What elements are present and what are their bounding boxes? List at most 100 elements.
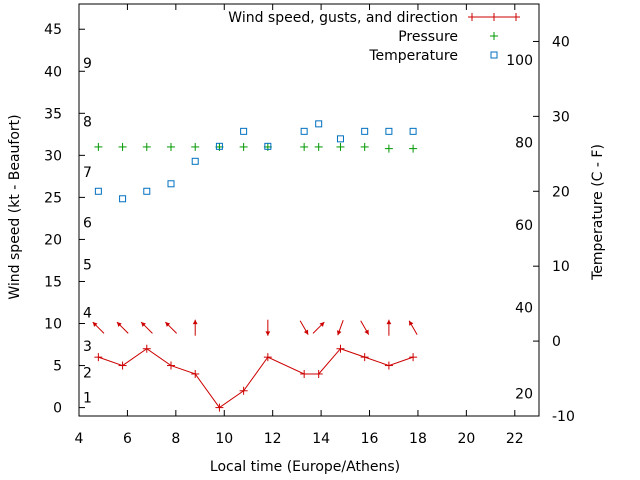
y-right-tick-label: 10 [552,259,570,275]
wind-speed-point [167,361,175,370]
beaufort-label: 3 [83,339,92,355]
beaufort-scale: 1 2 3 4 5 6 7 8 9 [83,56,92,407]
wind-direction-arrow [140,321,153,334]
beaufort-label: 5 [83,258,92,274]
wind-speed-point [118,361,127,370]
x-axis-label: Local time (Europe/Athens) [210,459,400,475]
beaufort-label: 6 [83,216,92,232]
temperature-point [336,135,344,143]
x-tick-label: 18 [409,431,427,447]
y-left-tick-label: 15 [44,274,62,290]
wind-speed-point [384,361,393,370]
pressure-point [94,142,103,151]
temperature-point [385,127,393,135]
pressure-point [191,142,200,151]
wind-arrow-head [303,329,309,335]
x-tick-label: 10 [215,431,233,447]
beaufort-label: 7 [83,165,92,181]
y-axis-right-label: Temperature (C - F) [590,144,606,281]
y-left-tick-label: 10 [44,317,62,333]
wind-direction-arrow [312,321,325,334]
wind-arrow-head [364,329,369,335]
wind-direction-arrows [92,319,418,336]
x-tick-label: 20 [457,431,475,447]
beaufort-label: 4 [83,306,92,322]
temperature-point [240,127,248,135]
y-right-tick-label: -10 [552,409,575,425]
temperature-point [264,142,272,150]
pressure-point [142,142,151,151]
wind-arrow-head [192,319,198,325]
wind-direction-arrow [386,319,392,336]
temperature-point [300,127,308,135]
pressure-point [239,142,248,151]
wind-arrow-head [336,330,342,336]
y-left-tick-label: 5 [53,359,62,375]
y-left-tick-label: 45 [44,22,62,38]
beaufort-label: 2 [83,365,92,381]
legend-swatch-wind-tick-left [468,13,476,21]
wind-speed-point [314,369,323,378]
plot-frame [78,3,540,417]
y-right-tick-label: 0 [552,334,561,350]
y-left-tick-label: 30 [44,148,62,164]
wind-direction-arrow [360,320,370,335]
pressure-point [336,142,345,151]
beaufort-label: 9 [83,56,92,72]
temperature-point [119,195,127,203]
pressure-point [360,142,369,151]
beaufort-label: 8 [83,115,92,131]
temperature-point [94,187,102,195]
wind-speed-point [215,403,224,412]
temperature-point [191,157,199,165]
legend-swatch-temperature [490,51,498,59]
beaufort-label: 1 [83,391,92,407]
wind-speed-point [409,353,418,362]
y-right-tick-label: 40 [552,34,570,50]
temperature-point [315,120,323,128]
wind-direction-arrow [265,319,271,336]
legend-swatch-wind-tick-mid [490,13,498,21]
x-tick-label: 16 [361,431,379,447]
legend: Wind speed, gusts, and direction Pressur… [228,10,520,64]
pressure-point [118,142,127,151]
wind-speed-point [142,344,151,353]
fahrenheit-label: 60 [515,218,533,234]
wind-arrow-head [92,322,98,327]
temperature-point [409,127,417,135]
x-tick-label: 4 [75,431,84,447]
wind-direction-arrow [336,320,344,336]
legend-swatch-wind-tick-right [512,13,520,21]
y-left-tick-label: 20 [44,232,62,248]
wind-speed-point [239,386,248,395]
y-right-tick-label: 30 [552,109,570,125]
legend-label-pressure: Pressure [398,29,458,45]
x-tick-label: 22 [506,431,524,447]
fahrenheit-label: 100 [506,53,533,69]
wind-direction-arrow [192,319,198,336]
fahrenheit-scale: 20 40 60 80 100 [506,53,533,402]
wind-speed-point [300,369,309,378]
wind-speed-point [360,353,369,362]
fahrenheit-label: 20 [515,387,533,403]
wind-speed-point [263,353,272,362]
wind-arrow-head [165,322,171,327]
pressure-point [384,144,393,153]
legend-swatch-pressure [490,32,498,40]
wind-direction-arrow [116,321,129,334]
wind-speed-point [336,344,345,353]
wind-arrow-head [386,319,392,325]
y-axis-left-label: Wind speed (kt - Beaufort) [7,114,23,299]
wind-arrow-head [116,322,122,327]
wind-speed-point [191,369,200,378]
temperature-point [215,142,223,150]
wind-arrow-head [141,322,146,327]
fahrenheit-label: 80 [515,136,533,152]
wind-direction-arrow [164,321,178,334]
temperature-point [167,180,175,188]
x-tick-label: 14 [312,431,330,447]
pressure-point [167,142,175,151]
wind-speed-line [98,348,414,409]
axes-layer [78,3,540,417]
